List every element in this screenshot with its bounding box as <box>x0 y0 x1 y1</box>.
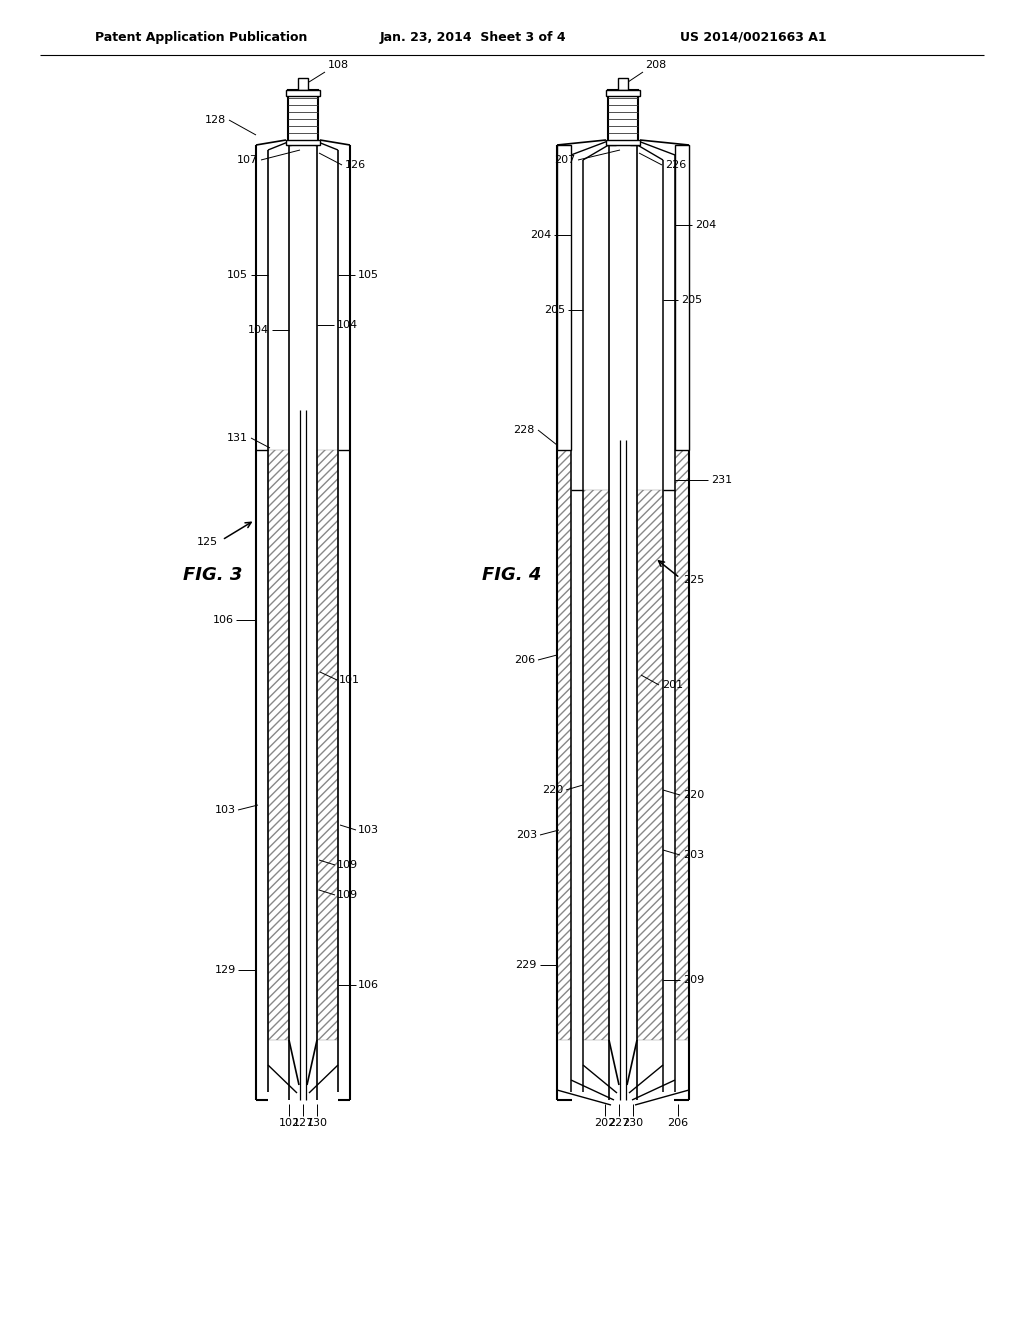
Text: 106: 106 <box>213 615 234 624</box>
Text: 126: 126 <box>345 160 367 170</box>
Bar <box>618 78 628 90</box>
Bar <box>675 450 689 1040</box>
Text: 206: 206 <box>514 655 535 665</box>
Text: 103: 103 <box>358 825 379 836</box>
Bar <box>675 145 689 450</box>
Text: 128: 128 <box>205 115 226 125</box>
Text: 106: 106 <box>358 979 379 990</box>
Text: 208: 208 <box>645 59 667 70</box>
Text: 105: 105 <box>358 271 379 280</box>
Text: 220: 220 <box>683 789 705 800</box>
Text: 131: 131 <box>227 433 248 444</box>
Text: 231: 231 <box>711 475 732 484</box>
Text: 220: 220 <box>542 785 563 795</box>
Text: 109: 109 <box>337 890 358 900</box>
Text: 104: 104 <box>337 319 358 330</box>
Text: 202: 202 <box>594 1118 615 1129</box>
Text: Jan. 23, 2014  Sheet 3 of 4: Jan. 23, 2014 Sheet 3 of 4 <box>380 30 566 44</box>
Text: 201: 201 <box>662 680 683 690</box>
Text: 101: 101 <box>339 675 360 685</box>
Bar <box>557 450 571 1040</box>
Bar <box>288 90 318 145</box>
Text: 206: 206 <box>668 1118 688 1129</box>
Text: 227: 227 <box>608 1118 630 1129</box>
Text: 108: 108 <box>328 59 349 70</box>
Text: 102: 102 <box>279 1118 300 1129</box>
Text: 204: 204 <box>529 230 551 240</box>
Text: 203: 203 <box>516 830 537 840</box>
Bar <box>298 78 308 90</box>
Bar <box>637 490 663 1040</box>
Text: 129: 129 <box>215 965 236 975</box>
Text: 230: 230 <box>623 1118 643 1129</box>
Bar <box>606 90 640 96</box>
Text: US 2014/0021663 A1: US 2014/0021663 A1 <box>680 30 826 44</box>
Text: 109: 109 <box>337 861 358 870</box>
Bar <box>606 140 640 145</box>
Text: FIG. 4: FIG. 4 <box>482 566 542 583</box>
Text: 203: 203 <box>683 850 705 861</box>
Text: 127: 127 <box>293 1118 313 1129</box>
Text: 103: 103 <box>215 805 236 814</box>
Bar <box>557 145 571 450</box>
Text: 225: 225 <box>683 576 705 585</box>
Text: 125: 125 <box>197 537 218 546</box>
Text: FIG. 3: FIG. 3 <box>183 566 243 583</box>
Text: 207: 207 <box>554 154 575 165</box>
Text: Patent Application Publication: Patent Application Publication <box>95 30 307 44</box>
Text: 107: 107 <box>237 154 258 165</box>
Text: 205: 205 <box>681 294 702 305</box>
Text: 226: 226 <box>665 160 686 170</box>
Text: 228: 228 <box>514 425 535 436</box>
Bar <box>583 490 609 1040</box>
Text: 205: 205 <box>544 305 565 315</box>
Bar <box>268 450 289 1040</box>
Bar <box>286 140 319 145</box>
Text: 204: 204 <box>695 220 716 230</box>
Text: 209: 209 <box>683 975 705 985</box>
Text: 105: 105 <box>227 271 248 280</box>
Text: 104: 104 <box>248 325 269 335</box>
Bar <box>317 450 338 1040</box>
Text: 130: 130 <box>306 1118 328 1129</box>
Bar <box>608 90 638 145</box>
Bar <box>286 90 319 96</box>
Text: 229: 229 <box>516 960 537 970</box>
